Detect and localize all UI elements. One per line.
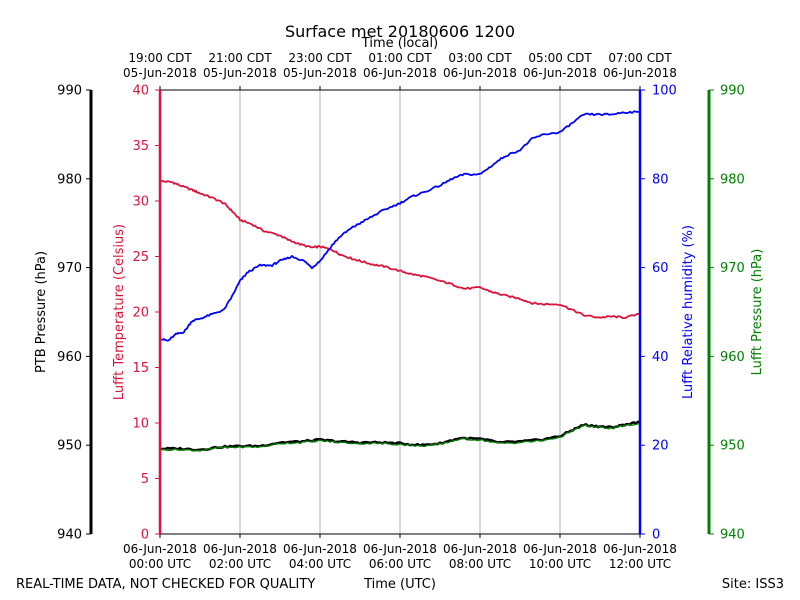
- temperature-axis-tick-label: 30: [132, 195, 149, 210]
- top-axis-label: Time (local): [361, 36, 438, 51]
- x-tick-label-utc-date: 06-Jun-2018: [123, 542, 197, 556]
- x-tick-label-local-time: 23:00 CDT: [288, 51, 352, 65]
- x-tick-label-utc-date: 06-Jun-2018: [603, 542, 677, 556]
- series-line-lufft-relative-humidity: [159, 110, 641, 342]
- temperature-axis-tick-label: 25: [132, 250, 149, 265]
- humidity-axis-tick-label: 40: [652, 350, 669, 365]
- x-tick-label-local-time: 07:00 CDT: [608, 51, 672, 65]
- ptb-pressure-axis-tick-label: 960: [57, 350, 82, 365]
- ptb-pressure-axis-title: PTB Pressure (hPa): [34, 251, 49, 373]
- humidity-axis-tick-label: 100: [652, 84, 677, 99]
- temperature-axis-tick-label: 35: [132, 139, 149, 154]
- x-tick-label-utc-time: 10:00 UTC: [529, 557, 591, 571]
- grid: [239, 90, 561, 534]
- x-tick-label-local-date: 05-Jun-2018: [283, 66, 357, 80]
- x-tick-label-local-date: 06-Jun-2018: [603, 66, 677, 80]
- x-tick-label-local-time: 05:00 CDT: [528, 51, 592, 65]
- lufft-pressure-axis-tick-label: 980: [720, 172, 745, 187]
- lufft-pressure-axis-tick-label: 970: [720, 261, 745, 276]
- x-tick-label-utc-time: 06:00 UTC: [369, 557, 431, 571]
- x-tick-label-utc-date: 06-Jun-2018: [363, 542, 437, 556]
- x-tick-label-utc-time: 04:00 UTC: [289, 557, 351, 571]
- bottom-axis-label: Time (UTC): [363, 577, 436, 592]
- footer-right-site: Site: ISS3: [722, 577, 784, 592]
- humidity-axis-tick-label: 60: [652, 261, 669, 276]
- x-tick-label-utc-time: 02:00 UTC: [209, 557, 271, 571]
- x-tick-label-local-date: 05-Jun-2018: [203, 66, 277, 80]
- ptb-pressure-axis-tick-label: 980: [57, 172, 82, 187]
- series-line-lufft-pressure: [159, 423, 640, 452]
- ptb-pressure-axis-tick-label: 940: [57, 528, 82, 543]
- x-tick-label-utc-time: 00:00 UTC: [129, 557, 191, 571]
- x-tick-label-utc-date: 06-Jun-2018: [283, 542, 357, 556]
- ptb-pressure-axis-tick-label: 950: [57, 439, 82, 454]
- ptb-pressure-axis-tick-label: 990: [57, 84, 82, 99]
- humidity-axis-tick-label: 0: [652, 528, 660, 543]
- lufft-pressure-axis-tick-label: 950: [720, 439, 745, 454]
- x-tick-label-utc-date: 06-Jun-2018: [523, 542, 597, 556]
- footer-left-note: REAL-TIME DATA, NOT CHECKED FOR QUALITY: [16, 577, 315, 592]
- temperature-axis-tick-label: 15: [132, 361, 149, 376]
- temperature-axis-tick-label: 40: [132, 84, 149, 99]
- humidity-axis-tick-label: 80: [652, 172, 669, 187]
- series-line-lufft-temperature: [159, 179, 641, 320]
- temperature-axis-tick-label: 0: [141, 528, 149, 543]
- temperature-axis-tick-label: 10: [132, 417, 149, 432]
- x-tick-label-utc-date: 06-Jun-2018: [443, 542, 517, 556]
- x-tick-label-local-date: 06-Jun-2018: [363, 66, 437, 80]
- lufft-pressure-axis-title: Lufft Pressure (hPa): [750, 249, 765, 376]
- humidity-axis-tick-label: 20: [652, 439, 669, 454]
- temperature-axis-title: Lufft Temperature (Celsius): [112, 224, 127, 400]
- chart-title: Surface met 20180606 1200: [285, 22, 515, 41]
- x-tick-label-local-date: 05-Jun-2018: [123, 66, 197, 80]
- x-tick-label-local-time: 19:00 CDT: [128, 51, 192, 65]
- ptb-pressure-axis-tick-label: 970: [57, 261, 82, 276]
- x-tick-label-local-date: 06-Jun-2018: [443, 66, 517, 80]
- x-tick-label-utc-time: 08:00 UTC: [449, 557, 511, 571]
- lufft-pressure-axis-tick-label: 990: [720, 84, 745, 99]
- x-tick-label-local-time: 21:00 CDT: [208, 51, 272, 65]
- lufft-pressure-axis-tick-label: 940: [720, 528, 745, 543]
- temperature-axis-tick-label: 5: [141, 472, 149, 487]
- humidity-axis-title: Lufft Relative humidity (%): [681, 225, 696, 399]
- x-tick-label-utc-time: 12:00 UTC: [609, 557, 671, 571]
- series-layer: [159, 110, 641, 452]
- lufft-pressure-axis-tick-label: 960: [720, 350, 745, 365]
- x-tick-label-local-time: 01:00 CDT: [368, 51, 432, 65]
- x-tick-label-utc-date: 06-Jun-2018: [203, 542, 277, 556]
- temperature-axis-tick-label: 20: [132, 306, 149, 321]
- x-tick-label-local-time: 03:00 CDT: [448, 51, 512, 65]
- x-tick-label-local-date: 06-Jun-2018: [523, 66, 597, 80]
